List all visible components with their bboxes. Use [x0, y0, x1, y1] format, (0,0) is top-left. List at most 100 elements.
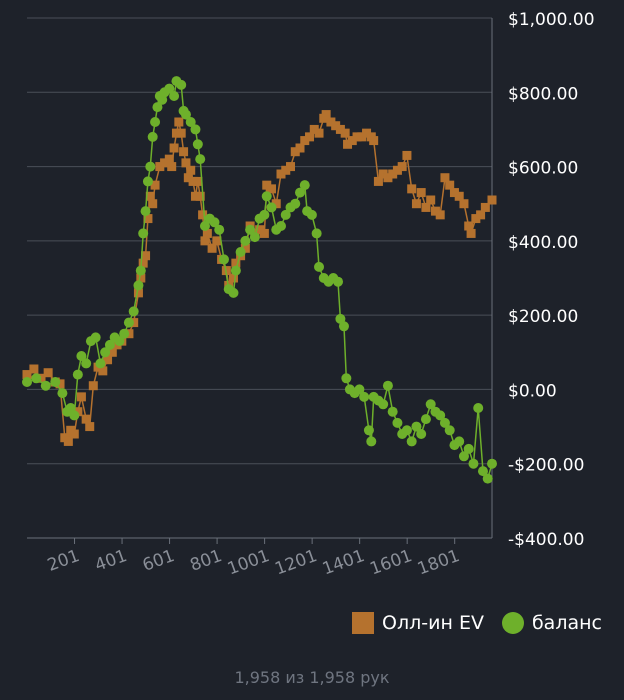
data-point[interactable]: [148, 199, 158, 209]
data-point[interactable]: [43, 368, 53, 378]
data-point[interactable]: [128, 306, 139, 317]
data-point[interactable]: [459, 199, 469, 209]
data-point[interactable]: [454, 436, 465, 447]
data-point[interactable]: [240, 235, 251, 246]
data-point[interactable]: [266, 184, 276, 194]
data-point[interactable]: [388, 169, 398, 179]
data-point[interactable]: [69, 410, 80, 421]
data-point[interactable]: [392, 165, 402, 175]
data-point[interactable]: [81, 358, 92, 369]
data-point[interactable]: [290, 147, 300, 157]
data-point[interactable]: [160, 158, 170, 168]
data-point[interactable]: [228, 287, 239, 298]
data-point[interactable]: [363, 425, 374, 436]
data-point[interactable]: [174, 117, 184, 127]
data-point[interactable]: [57, 388, 68, 399]
data-point[interactable]: [55, 379, 65, 389]
data-point[interactable]: [425, 399, 436, 410]
data-point[interactable]: [463, 443, 474, 454]
data-point[interactable]: [72, 369, 83, 380]
data-point[interactable]: [471, 214, 481, 224]
data-point[interactable]: [300, 136, 310, 146]
data-point[interactable]: [40, 380, 51, 391]
data-point[interactable]: [100, 347, 111, 358]
data-point[interactable]: [314, 128, 324, 138]
data-point[interactable]: [171, 128, 181, 138]
data-point[interactable]: [167, 162, 177, 172]
data-point[interactable]: [150, 180, 160, 190]
data-point[interactable]: [411, 199, 421, 209]
data-point[interactable]: [22, 377, 32, 387]
data-point[interactable]: [266, 202, 277, 213]
data-point[interactable]: [199, 221, 210, 231]
data-point[interactable]: [435, 210, 445, 220]
data-point[interactable]: [104, 339, 115, 350]
data-point[interactable]: [468, 458, 479, 469]
data-point[interactable]: [383, 173, 393, 183]
data-point[interactable]: [305, 132, 315, 142]
data-point[interactable]: [306, 209, 317, 220]
data-point[interactable]: [188, 176, 198, 186]
data-point[interactable]: [145, 161, 156, 172]
data-point[interactable]: [81, 414, 91, 424]
data-point[interactable]: [145, 191, 155, 201]
data-point[interactable]: [95, 358, 106, 369]
data-point[interactable]: [114, 336, 125, 347]
data-point[interactable]: [343, 139, 353, 149]
data-point[interactable]: [276, 169, 286, 179]
data-point[interactable]: [88, 381, 98, 391]
data-point[interactable]: [487, 458, 497, 469]
data-point[interactable]: [235, 247, 246, 257]
data-point[interactable]: [218, 254, 229, 265]
data-point[interactable]: [98, 366, 108, 376]
data-point[interactable]: [458, 451, 469, 462]
data-point[interactable]: [397, 162, 407, 172]
data-point[interactable]: [73, 407, 83, 417]
data-point[interactable]: [179, 147, 189, 157]
data-point[interactable]: [202, 228, 212, 238]
data-point[interactable]: [341, 373, 352, 384]
data-point[interactable]: [271, 199, 281, 209]
data-point[interactable]: [449, 188, 459, 198]
data-point[interactable]: [430, 206, 440, 216]
data-point[interactable]: [207, 243, 217, 253]
data-point[interactable]: [311, 228, 322, 239]
data-point[interactable]: [133, 288, 143, 298]
data-point[interactable]: [50, 377, 61, 387]
data-point[interactable]: [382, 380, 393, 391]
data-point[interactable]: [192, 139, 203, 150]
data-point[interactable]: [76, 392, 86, 402]
data-point[interactable]: [378, 399, 389, 410]
data-point[interactable]: [392, 417, 403, 428]
data-point[interactable]: [29, 364, 39, 374]
data-point[interactable]: [255, 225, 265, 235]
data-point[interactable]: [103, 355, 113, 365]
data-point[interactable]: [155, 162, 165, 172]
data-point[interactable]: [338, 321, 349, 332]
data-point[interactable]: [228, 273, 238, 283]
data-point[interactable]: [352, 132, 362, 142]
data-point[interactable]: [193, 176, 203, 186]
data-point[interactable]: [142, 176, 153, 187]
data-point[interactable]: [473, 403, 484, 413]
data-point[interactable]: [444, 425, 455, 436]
data-point[interactable]: [387, 406, 398, 417]
data-point[interactable]: [152, 102, 163, 113]
data-point[interactable]: [141, 251, 151, 261]
data-point[interactable]: [482, 473, 493, 484]
data-point[interactable]: [347, 136, 357, 146]
data-point[interactable]: [333, 276, 344, 287]
data-point[interactable]: [309, 124, 319, 134]
data-point[interactable]: [85, 422, 95, 432]
data-point[interactable]: [314, 261, 325, 272]
data-point[interactable]: [164, 83, 175, 94]
data-point[interactable]: [186, 165, 196, 175]
data-point[interactable]: [262, 180, 272, 190]
data-point[interactable]: [299, 180, 310, 191]
data-point[interactable]: [373, 176, 383, 186]
data-point[interactable]: [176, 79, 187, 90]
data-point[interactable]: [209, 217, 220, 228]
data-point[interactable]: [290, 198, 301, 209]
data-point[interactable]: [200, 236, 210, 246]
legend-item-allin-ev[interactable]: Олл-ин EV: [352, 612, 484, 634]
